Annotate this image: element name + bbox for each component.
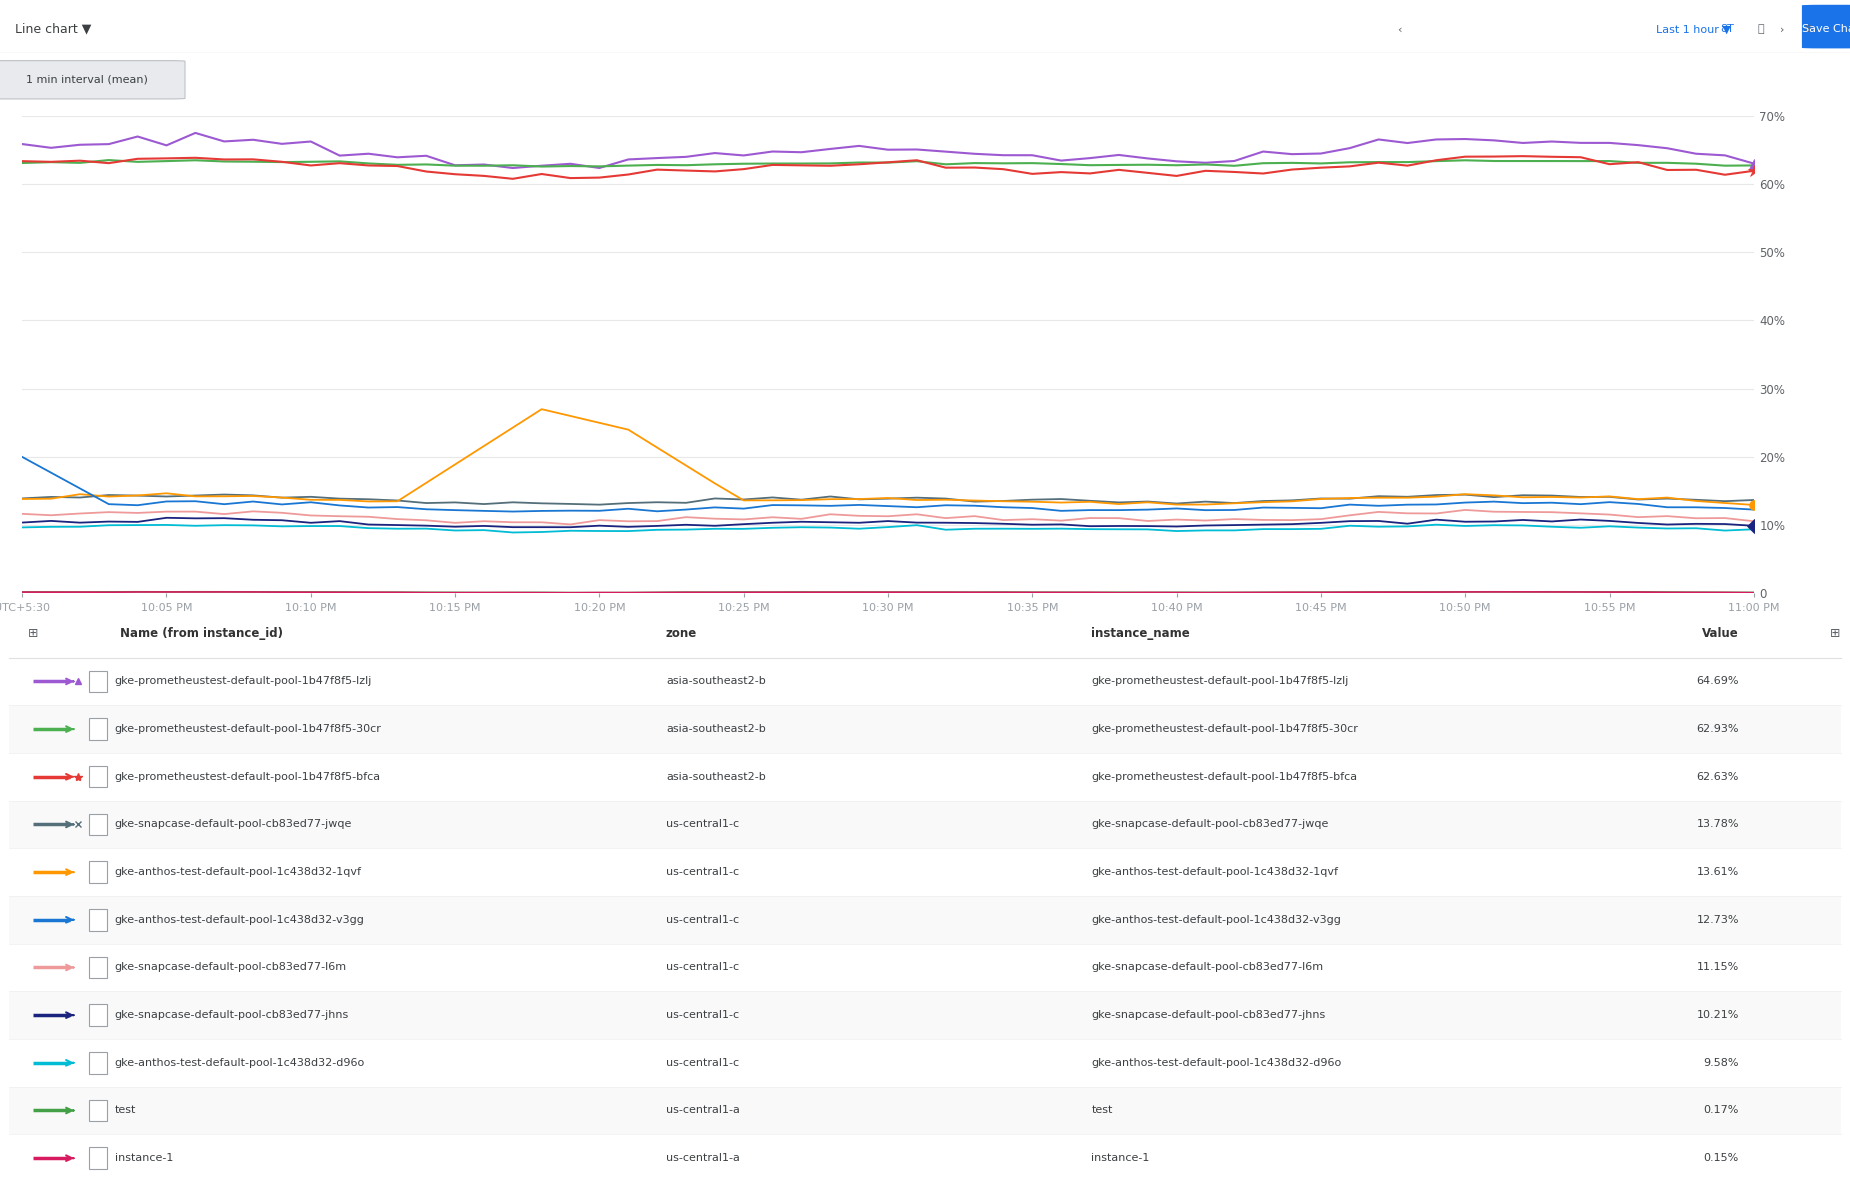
Text: us-central1-c: us-central1-c [666,962,740,973]
Text: us-central1-c: us-central1-c [666,819,740,830]
Text: 🔍: 🔍 [1758,25,1765,34]
Text: us-central1-a: us-central1-a [666,1105,740,1116]
Text: test: test [115,1105,137,1116]
Text: 62.93%: 62.93% [1696,725,1739,734]
Bar [9,896,1841,943]
Bar [89,956,107,979]
Text: Last 1 hour ▼: Last 1 hour ▼ [1656,25,1730,34]
Text: gke-snapcase-default-pool-cb83ed77-l6m: gke-snapcase-default-pool-cb83ed77-l6m [1092,962,1323,973]
Text: ›: › [1780,25,1783,34]
Text: gke-prometheustest-default-pool-1b47f8f5-lzlj: gke-prometheustest-default-pool-1b47f8f5… [115,676,372,687]
Text: instance_name: instance_name [1092,628,1190,641]
Text: asia-southeast2-b: asia-southeast2-b [666,676,766,687]
Text: us-central1-c: us-central1-c [666,915,740,924]
FancyBboxPatch shape [1802,5,1850,48]
Text: gke-prometheustest-default-pool-1b47f8f5-lzlj: gke-prometheustest-default-pool-1b47f8f5… [1092,676,1349,687]
Text: gke-snapcase-default-pool-cb83ed77-l6m: gke-snapcase-default-pool-cb83ed77-l6m [115,962,346,973]
Text: test: test [1092,1105,1114,1116]
Text: gke-anthos-test-default-pool-1c438d32-1qvf: gke-anthos-test-default-pool-1c438d32-1q… [115,868,363,877]
Bar [89,1148,107,1169]
Text: gke-snapcase-default-pool-cb83ed77-jwqe: gke-snapcase-default-pool-cb83ed77-jwqe [1092,819,1328,830]
Text: asia-southeast2-b: asia-southeast2-b [666,725,766,734]
Text: 11.15%: 11.15% [1696,962,1739,973]
Text: ‹: ‹ [1397,25,1400,34]
Text: Name (from instance_id): Name (from instance_id) [120,628,283,641]
Bar [89,766,107,787]
Bar [9,943,1841,992]
Text: us-central1-c: us-central1-c [666,868,740,877]
Bar [89,909,107,930]
Bar [9,706,1841,753]
Bar [9,800,1841,849]
Bar [89,1099,107,1122]
Text: gke-prometheustest-default-pool-1b47f8f5-bfca: gke-prometheustest-default-pool-1b47f8f5… [115,772,381,781]
Text: 13.78%: 13.78% [1696,819,1739,830]
Text: 8T: 8T [1720,25,1735,34]
Text: gke-prometheustest-default-pool-1b47f8f5-30cr: gke-prometheustest-default-pool-1b47f8f5… [115,725,381,734]
Bar [9,1135,1841,1182]
FancyBboxPatch shape [0,60,185,99]
Text: zone: zone [666,628,697,641]
Text: gke-snapcase-default-pool-cb83ed77-jhns: gke-snapcase-default-pool-cb83ed77-jhns [115,1011,350,1020]
Text: gke-snapcase-default-pool-cb83ed77-jhns: gke-snapcase-default-pool-cb83ed77-jhns [1092,1011,1326,1020]
Text: 1 min interval (mean): 1 min interval (mean) [26,74,148,85]
Bar [9,657,1841,706]
Text: instance-1: instance-1 [115,1154,174,1163]
Text: 0.17%: 0.17% [1704,1105,1739,1116]
Text: Value: Value [1702,628,1739,641]
Text: gke-anthos-test-default-pool-1c438d32-v3gg: gke-anthos-test-default-pool-1c438d32-v3… [1092,915,1341,924]
Bar [89,862,107,883]
Text: 10.21%: 10.21% [1696,1011,1739,1020]
Text: 64.69%: 64.69% [1696,676,1739,687]
Text: gke-prometheustest-default-pool-1b47f8f5-bfca: gke-prometheustest-default-pool-1b47f8f5… [1092,772,1358,781]
Bar [9,849,1841,896]
Text: 9.58%: 9.58% [1704,1058,1739,1067]
Text: asia-southeast2-b: asia-southeast2-b [666,772,766,781]
Bar [89,1052,107,1073]
Text: instance-1: instance-1 [1092,1154,1151,1163]
Text: us-central1-a: us-central1-a [666,1154,740,1163]
Text: ⊞: ⊞ [28,628,39,641]
Text: gke-anthos-test-default-pool-1c438d32-1qvf: gke-anthos-test-default-pool-1c438d32-1q… [1092,868,1339,877]
Text: 12.73%: 12.73% [1696,915,1739,924]
Bar [9,1039,1841,1086]
Text: ⊘: ⊘ [1804,25,1813,34]
Text: us-central1-c: us-central1-c [666,1011,740,1020]
Bar [89,813,107,836]
Bar [89,670,107,693]
Text: Line chart ▼: Line chart ▼ [15,22,91,35]
Bar [89,1005,107,1026]
Text: gke-prometheustest-default-pool-1b47f8f5-30cr: gke-prometheustest-default-pool-1b47f8f5… [1092,725,1358,734]
Text: Save Chart: Save Chart [1802,25,1850,34]
Bar [9,992,1841,1039]
Bar [9,1086,1841,1135]
Text: 0.15%: 0.15% [1704,1154,1739,1163]
Text: gke-snapcase-default-pool-cb83ed77-jwqe: gke-snapcase-default-pool-cb83ed77-jwqe [115,819,352,830]
Bar [9,753,1841,800]
Text: gke-anthos-test-default-pool-1c438d32-d96o: gke-anthos-test-default-pool-1c438d32-d9… [1092,1058,1341,1067]
Text: gke-anthos-test-default-pool-1c438d32-d96o: gke-anthos-test-default-pool-1c438d32-d9… [115,1058,364,1067]
Text: gke-anthos-test-default-pool-1c438d32-v3gg: gke-anthos-test-default-pool-1c438d32-v3… [115,915,364,924]
Text: 62.63%: 62.63% [1696,772,1739,781]
Text: 13.61%: 13.61% [1696,868,1739,877]
Text: us-central1-c: us-central1-c [666,1058,740,1067]
Text: ⊞: ⊞ [1830,628,1841,641]
Bar [89,719,107,740]
